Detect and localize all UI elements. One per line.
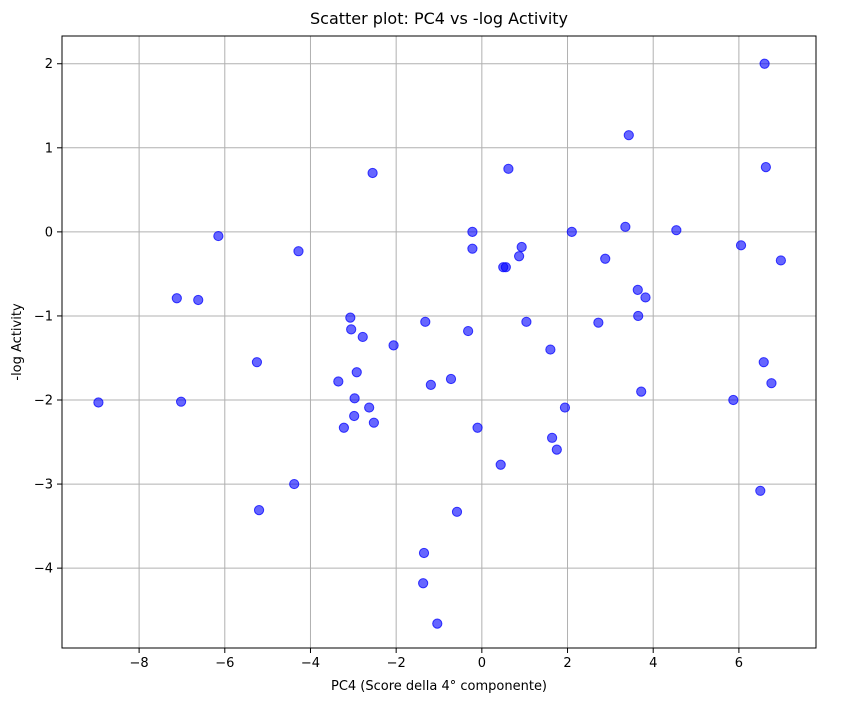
scatter-point [351, 367, 362, 378]
scatter-point [364, 402, 375, 413]
plot-frame [61, 35, 817, 649]
y-tick-label: 0 [45, 225, 53, 240]
y-tick-label: 1 [45, 141, 53, 156]
scatter-point [545, 344, 556, 355]
y-tick-label: 2 [45, 57, 53, 72]
x-tick-label: 0 [478, 656, 486, 671]
x-tick-label: 4 [649, 656, 657, 671]
scatter-point [467, 226, 478, 237]
scatter-point [289, 478, 300, 490]
x-tick-label: 6 [735, 656, 743, 671]
chart-title: Scatter plot: PC4 vs -log Activity [310, 9, 568, 28]
scatter-point [633, 310, 644, 322]
scatter-point [521, 316, 532, 327]
scatter-point [671, 225, 682, 236]
y-axis-label: -log Activity [10, 303, 25, 381]
x-axis-label: PC4 (Score della 4° componente) [331, 679, 547, 694]
scatter-point [432, 618, 443, 629]
scatter-point [472, 422, 483, 433]
grid [62, 36, 816, 648]
scatter-point [516, 241, 527, 253]
scatter-point [193, 294, 204, 306]
scatter-point [418, 578, 429, 589]
x-tick-label: −6 [215, 656, 234, 671]
scatter-point [566, 226, 577, 237]
y-tick-label: −1 [34, 309, 53, 324]
x-tick-label: −2 [387, 656, 406, 671]
scatter-point [551, 444, 562, 455]
scatter-point [175, 396, 187, 407]
scatter-point [503, 163, 514, 174]
scatter-point [425, 379, 436, 390]
scatter-point [735, 240, 747, 251]
scatter-point [775, 255, 786, 266]
scatter-point [349, 410, 360, 422]
scatter-point [171, 293, 182, 304]
scatter-point [495, 459, 506, 470]
x-tick-label: 2 [563, 656, 571, 671]
scatter-point [338, 422, 349, 433]
scatter-point [640, 292, 651, 303]
scatter-point [357, 331, 368, 343]
scatter-point [600, 253, 611, 264]
scatter-point [632, 284, 643, 295]
x-tick-label: −4 [301, 656, 320, 671]
scatter-point [418, 547, 430, 559]
scatter-point [253, 505, 265, 516]
scatter-point [213, 230, 224, 242]
scatter-point [367, 167, 378, 179]
scatter-point [93, 397, 104, 408]
scatter-point [451, 506, 463, 517]
scatter-point [420, 316, 431, 327]
scatter-point [593, 317, 604, 328]
y-tick-label: −3 [34, 478, 53, 493]
scatter-point [620, 221, 631, 232]
data-points [93, 58, 786, 629]
scatter-point [463, 325, 474, 337]
scatter-point [547, 432, 558, 443]
y-tick-label: −4 [34, 562, 53, 577]
scatter-point [345, 312, 356, 323]
scatter-point [559, 402, 571, 413]
scatter-point [514, 251, 525, 262]
scatter-point [467, 243, 478, 254]
scatter-point [728, 394, 739, 406]
scatter-point [760, 162, 771, 173]
scatter-point [251, 357, 263, 368]
scatter-point [500, 262, 511, 273]
x-axis-ticks: −8 −6 −4 −2 0 2 4 6 [130, 648, 743, 671]
y-axis-ticks: −4 −3 −2 −1 0 1 2 [34, 57, 62, 577]
scatter-point [349, 393, 360, 404]
x-tick-label: −8 [130, 656, 149, 671]
scatter-point [293, 246, 304, 257]
scatter-point [759, 58, 770, 69]
scatter-point [445, 373, 457, 385]
scatter-point [636, 386, 647, 397]
scatter-point [346, 324, 357, 335]
scatter-point [766, 378, 777, 389]
y-tick-label: −2 [34, 394, 53, 409]
scatter-point [368, 417, 379, 428]
scatter-point [758, 357, 769, 368]
scatter-point [388, 340, 399, 351]
scatter-point [333, 376, 344, 387]
scatter-point [755, 485, 766, 496]
scatter-point [623, 130, 634, 141]
